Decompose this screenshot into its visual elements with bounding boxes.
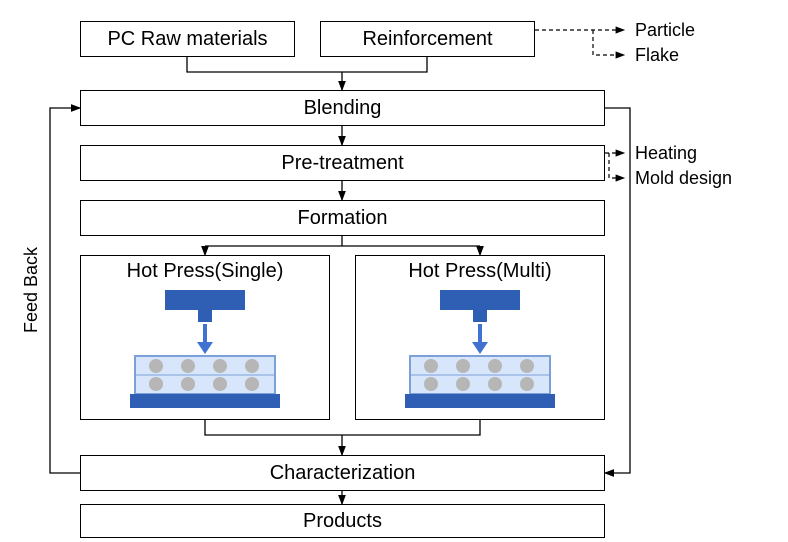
node-characterization: Characterization bbox=[80, 455, 605, 491]
node-formation: Formation bbox=[80, 200, 605, 236]
node-label: Hot Press(Multi) bbox=[408, 260, 551, 283]
node-blending: Blending bbox=[80, 90, 605, 126]
annotation-molddesign: Mold design bbox=[635, 168, 732, 189]
annotation-particle: Particle bbox=[635, 20, 695, 41]
node-label: PC Raw materials bbox=[107, 28, 267, 51]
annotation-heating: Heating bbox=[635, 143, 697, 164]
node-label: Characterization bbox=[270, 462, 416, 485]
hotpress-graphic-multi bbox=[395, 290, 565, 410]
node-label: Hot Press(Single) bbox=[127, 260, 284, 283]
node-label: Pre-treatment bbox=[281, 152, 403, 175]
hotpress-graphic-single bbox=[120, 290, 290, 410]
node-label: Blending bbox=[304, 97, 382, 120]
node-label: Products bbox=[303, 510, 382, 533]
feedback-label: Feed Back bbox=[21, 230, 42, 350]
node-pretreatment: Pre-treatment bbox=[80, 145, 605, 181]
annotation-flake: Flake bbox=[635, 45, 679, 66]
node-label: Formation bbox=[297, 207, 387, 230]
node-reinforcement: Reinforcement bbox=[320, 21, 535, 57]
node-label: Reinforcement bbox=[362, 28, 492, 51]
node-products: Products bbox=[80, 504, 605, 538]
node-pc-raw: PC Raw materials bbox=[80, 21, 295, 57]
